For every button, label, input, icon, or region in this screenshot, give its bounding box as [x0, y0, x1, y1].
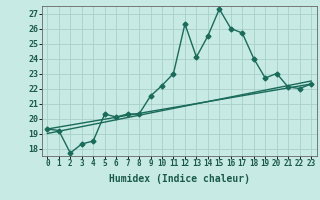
X-axis label: Humidex (Indice chaleur): Humidex (Indice chaleur) [109, 174, 250, 184]
